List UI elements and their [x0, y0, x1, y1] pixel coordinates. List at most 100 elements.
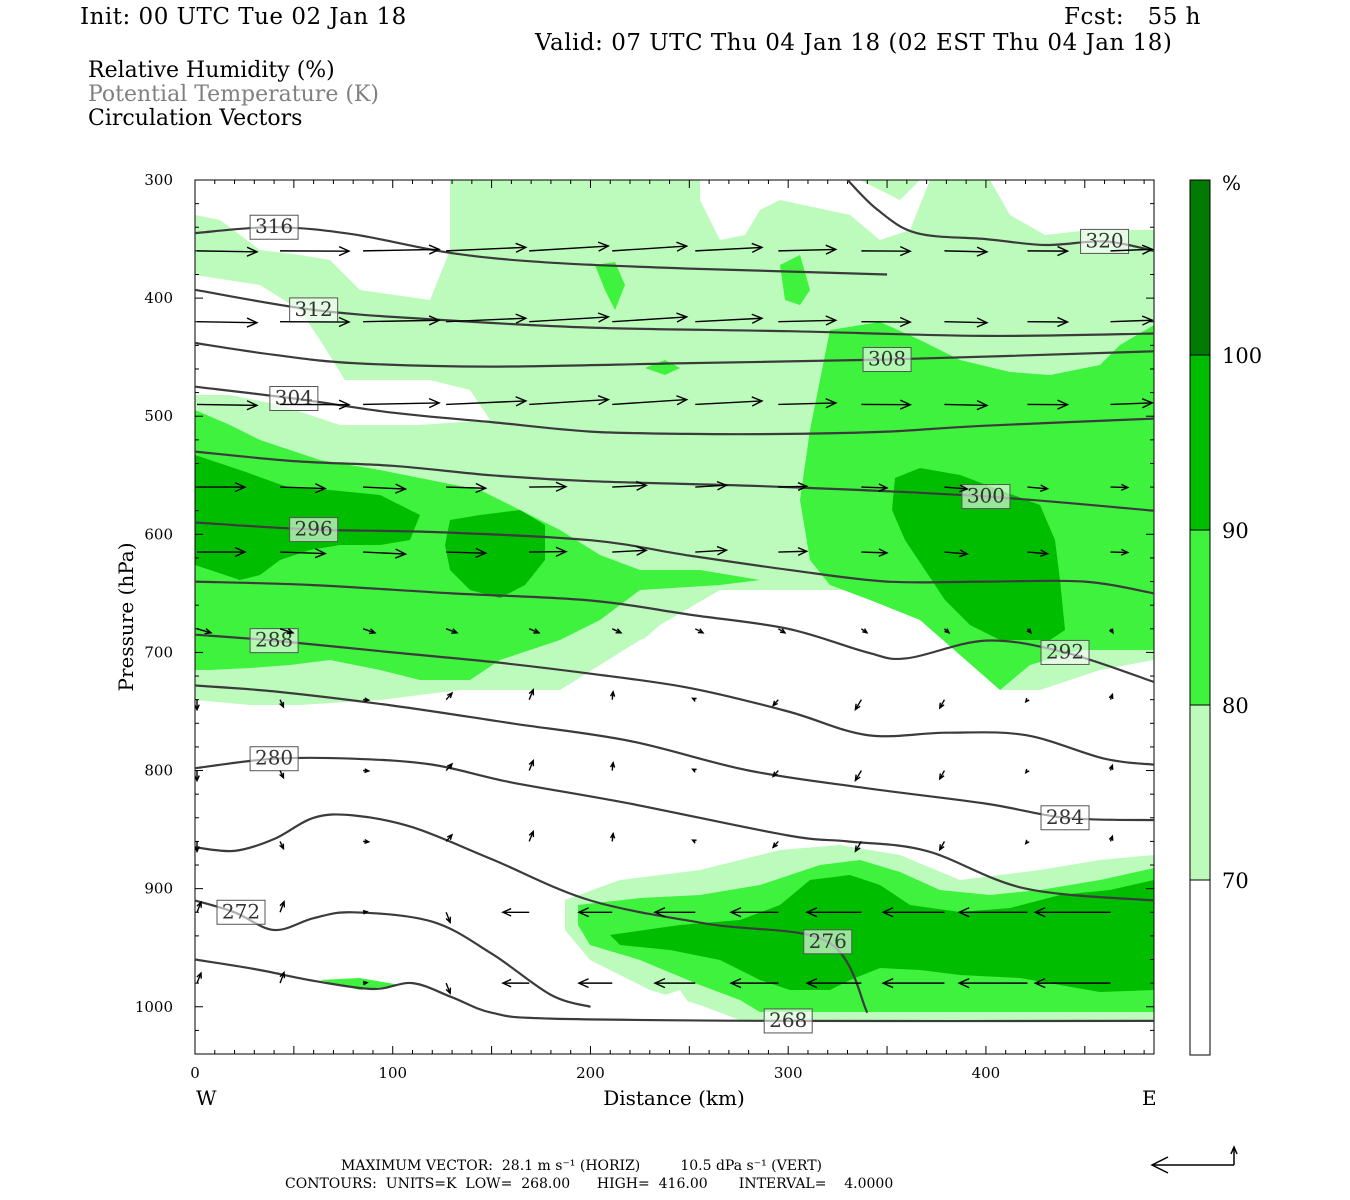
- vector-head: [597, 395, 611, 406]
- vector-shaft: [363, 402, 440, 406]
- max-vector-info: MAXIMUM VECTOR: 28.1 m s⁻¹ (HORIZ) 10.5 …: [341, 1158, 823, 1174]
- vector-head: [959, 484, 969, 493]
- rh-below-70-e: [195, 590, 1154, 1020]
- vector-head: [395, 483, 408, 494]
- rh-80-patch-d: [320, 978, 400, 990]
- vector-head: [1024, 839, 1030, 845]
- vector-head: [555, 546, 568, 557]
- colorbar-below-70: [1190, 880, 1210, 1055]
- colorbar-70: [1190, 705, 1210, 880]
- vector-shaft: [1027, 486, 1048, 490]
- vector-shaft: [529, 398, 609, 406]
- vector-shaft: [1110, 319, 1153, 323]
- vector-head: [195, 846, 200, 854]
- vector-head: [691, 697, 697, 702]
- rh-below-70-d: [195, 275, 490, 425]
- vector-head: [1141, 244, 1154, 255]
- theta-contour-296: [195, 521, 1154, 595]
- colorbar: % 100 90 80 70: [1189, 171, 1262, 1056]
- vector-head: [577, 978, 589, 989]
- vector-shaft: [196, 628, 212, 634]
- vector-head: [825, 398, 838, 409]
- vector-head: [279, 900, 286, 908]
- vector-head: [428, 244, 441, 255]
- vector-head: [797, 481, 809, 492]
- vector-shaft: [612, 484, 647, 488]
- vector-shaft: [612, 316, 687, 323]
- theta-label-box: [1040, 805, 1090, 831]
- y-tick-label: 900: [144, 880, 173, 898]
- y-tick-label: 500: [144, 407, 173, 425]
- vector-shaft: [695, 246, 763, 252]
- theta-label-300: 300: [967, 484, 1005, 508]
- theta-contour-280: [195, 756, 1154, 902]
- vector-head: [279, 772, 285, 780]
- vector-head: [246, 400, 259, 411]
- vector-shaft: [280, 551, 326, 555]
- vector-head: [1039, 549, 1050, 557]
- plot-frame: [194, 179, 1155, 1055]
- vector-head: [364, 768, 371, 774]
- y-tick-label: 600: [144, 525, 173, 543]
- contour-info: CONTOURS: UNITS=K LOW= 268.00 HIGH= 416.…: [285, 1176, 894, 1192]
- theta-label-312: 312: [295, 297, 333, 321]
- vector-head: [364, 839, 371, 845]
- vector-shaft: [944, 551, 968, 555]
- vector-head: [976, 246, 989, 257]
- vector-head: [234, 546, 247, 558]
- vector-head: [1141, 315, 1154, 326]
- colorbar-unit: %: [1222, 171, 1241, 195]
- vector-shaft: [854, 841, 862, 852]
- vector-shaft: [695, 484, 727, 488]
- vector-head: [362, 909, 369, 915]
- theta-label-268: 268: [769, 1008, 807, 1032]
- vector-shaft: [280, 486, 326, 490]
- vector-head: [825, 244, 838, 255]
- vector-shaft: [196, 972, 202, 984]
- vector-head: [1108, 763, 1114, 770]
- vector-shaft: [196, 901, 202, 913]
- vector-head: [577, 907, 589, 918]
- legend-theta: Potential Temperature (K): [88, 82, 379, 107]
- vector-head: [615, 628, 623, 634]
- vector-head: [501, 907, 512, 917]
- legend-vectors: Circulation Vectors: [88, 106, 303, 131]
- vector-head: [246, 317, 259, 328]
- vector-head: [609, 761, 616, 768]
- vector-head: [635, 545, 648, 556]
- vector-shaft: [446, 551, 486, 554]
- vector-head: [528, 758, 535, 767]
- vector-head: [976, 317, 989, 328]
- vector-head: [428, 315, 441, 326]
- x-tick-label: 100: [378, 1064, 407, 1082]
- vector-head: [501, 978, 512, 988]
- rh-below-70-a: [195, 180, 450, 300]
- theta-label-box: [289, 517, 339, 543]
- vector-shaft: [612, 245, 687, 252]
- vector-head: [279, 701, 285, 709]
- vector-head: [1057, 245, 1070, 257]
- vector-head: [515, 313, 528, 324]
- vector-head: [697, 628, 705, 634]
- legend-rh: Relative Humidity (%): [88, 58, 335, 83]
- x-tick-label: 200: [576, 1064, 605, 1082]
- vector-shaft: [528, 628, 540, 634]
- vector-head: [751, 313, 764, 324]
- vector-head: [1024, 768, 1030, 775]
- vector-head: [364, 697, 371, 703]
- theta-contour-288: [195, 633, 1154, 766]
- vector-shaft: [612, 398, 687, 406]
- vector-shaft: [854, 770, 862, 781]
- vector-head: [446, 833, 454, 841]
- vector-head: [338, 316, 351, 328]
- vector-head: [528, 688, 535, 696]
- vector-head: [1120, 483, 1130, 491]
- vector-shaft: [778, 485, 807, 488]
- vector-head: [1026, 628, 1033, 635]
- vector-head: [691, 839, 697, 844]
- vector-head: [446, 762, 454, 770]
- vector-head: [445, 987, 452, 995]
- theta-label-316: 316: [255, 214, 293, 238]
- vector-head: [597, 312, 611, 323]
- colorbar-label-90: 90: [1222, 519, 1249, 543]
